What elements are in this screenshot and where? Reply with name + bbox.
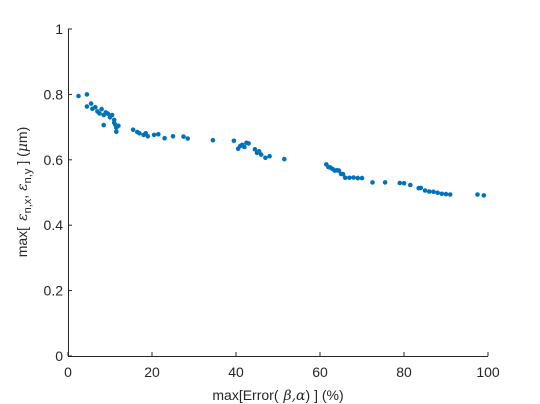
x-axis-label: max[Error( β,α) ] (%)	[212, 387, 343, 404]
y-tick-label: 1	[55, 21, 63, 37]
x-tick-label: 60	[312, 364, 328, 380]
data-point	[282, 156, 287, 162]
data-point	[99, 106, 104, 112]
data-point	[355, 175, 361, 181]
x-tick-label: 20	[144, 364, 160, 380]
data-point	[263, 155, 268, 161]
data-point	[130, 127, 136, 132]
y-axis-label-sub2: n,y	[22, 168, 34, 183]
x-axis-label-post: ) ] (%)	[306, 387, 344, 403]
data-point	[246, 141, 251, 146]
data-point	[114, 129, 119, 134]
y-axis-label: max[εn,x,εn,y] (μm)	[14, 127, 34, 258]
data-point	[347, 175, 352, 181]
y-axis-label-sub1: n,x	[22, 198, 34, 213]
x-tick-label: 40	[228, 364, 244, 380]
data-point	[105, 111, 111, 116]
x-axis-label-comma: ,	[292, 388, 296, 404]
data-point	[370, 180, 375, 185]
data-point	[231, 138, 237, 144]
y-axis-label-comma: ,	[14, 195, 30, 199]
y-axis-label-mu: μ	[15, 143, 31, 152]
data-point	[397, 180, 403, 186]
data-point	[258, 152, 264, 157]
data-point	[185, 136, 190, 141]
data-point	[101, 122, 106, 128]
data-point	[336, 168, 342, 173]
data-point	[252, 147, 258, 152]
x-tick-label: 80	[396, 364, 412, 380]
data-point	[351, 175, 356, 180]
data-point	[267, 153, 272, 159]
y-axis-label-pre: max[	[14, 227, 30, 257]
y-tick-label: 0.2	[44, 283, 64, 299]
data-point	[88, 101, 94, 106]
data-point	[439, 191, 445, 197]
data-point	[256, 149, 262, 154]
data-points	[76, 92, 487, 198]
y-tick-label: 0.4	[44, 217, 64, 233]
data-point	[137, 131, 142, 136]
data-point	[435, 190, 440, 196]
x-ticks: 0 20 40 60 80 100	[64, 352, 500, 380]
data-point	[84, 104, 90, 109]
data-point	[422, 188, 428, 193]
data-point	[76, 93, 81, 99]
data-point	[210, 137, 216, 143]
data-point	[401, 181, 407, 186]
data-point	[242, 144, 247, 150]
data-point	[359, 175, 365, 181]
data-point	[382, 180, 388, 185]
y-tick-label: 0	[55, 348, 63, 364]
y-tick-label: 0.6	[44, 152, 64, 168]
x-tick-label: 0	[64, 364, 72, 380]
data-point	[162, 135, 167, 141]
data-point	[426, 189, 432, 194]
data-point	[170, 134, 176, 139]
y-tick-label: 0.8	[44, 86, 64, 102]
data-point	[93, 104, 98, 110]
data-point	[84, 92, 90, 97]
data-point	[181, 134, 186, 139]
data-point	[109, 112, 115, 118]
data-point	[447, 192, 453, 197]
data-point	[145, 134, 151, 139]
y-axis-label-mid: ] (	[14, 152, 30, 165]
x-axis-label-beta: β	[283, 388, 292, 404]
data-point	[443, 191, 449, 197]
data-point	[481, 193, 487, 198]
data-point	[342, 175, 348, 181]
y-axis-label-eps2: ε	[15, 183, 31, 191]
data-point	[156, 132, 161, 137]
y-axis-label-eps1: ε	[15, 213, 31, 221]
data-point	[97, 111, 102, 116]
data-point	[151, 132, 157, 138]
x-tick-label: 100	[476, 364, 500, 380]
y-axis-label-post: m)	[14, 127, 30, 143]
x-axis-label-pre: max[Error(	[212, 387, 278, 403]
y-ticks: 0 0.2 0.4 0.6 0.8 1	[44, 21, 72, 364]
axes	[68, 29, 488, 357]
data-point	[418, 185, 424, 191]
data-point	[431, 189, 436, 195]
data-point	[340, 171, 346, 177]
plot-area	[68, 29, 488, 356]
data-point	[475, 192, 480, 197]
data-point	[116, 123, 121, 129]
x-axis-label-alpha: α	[296, 388, 306, 404]
data-point	[408, 182, 413, 188]
